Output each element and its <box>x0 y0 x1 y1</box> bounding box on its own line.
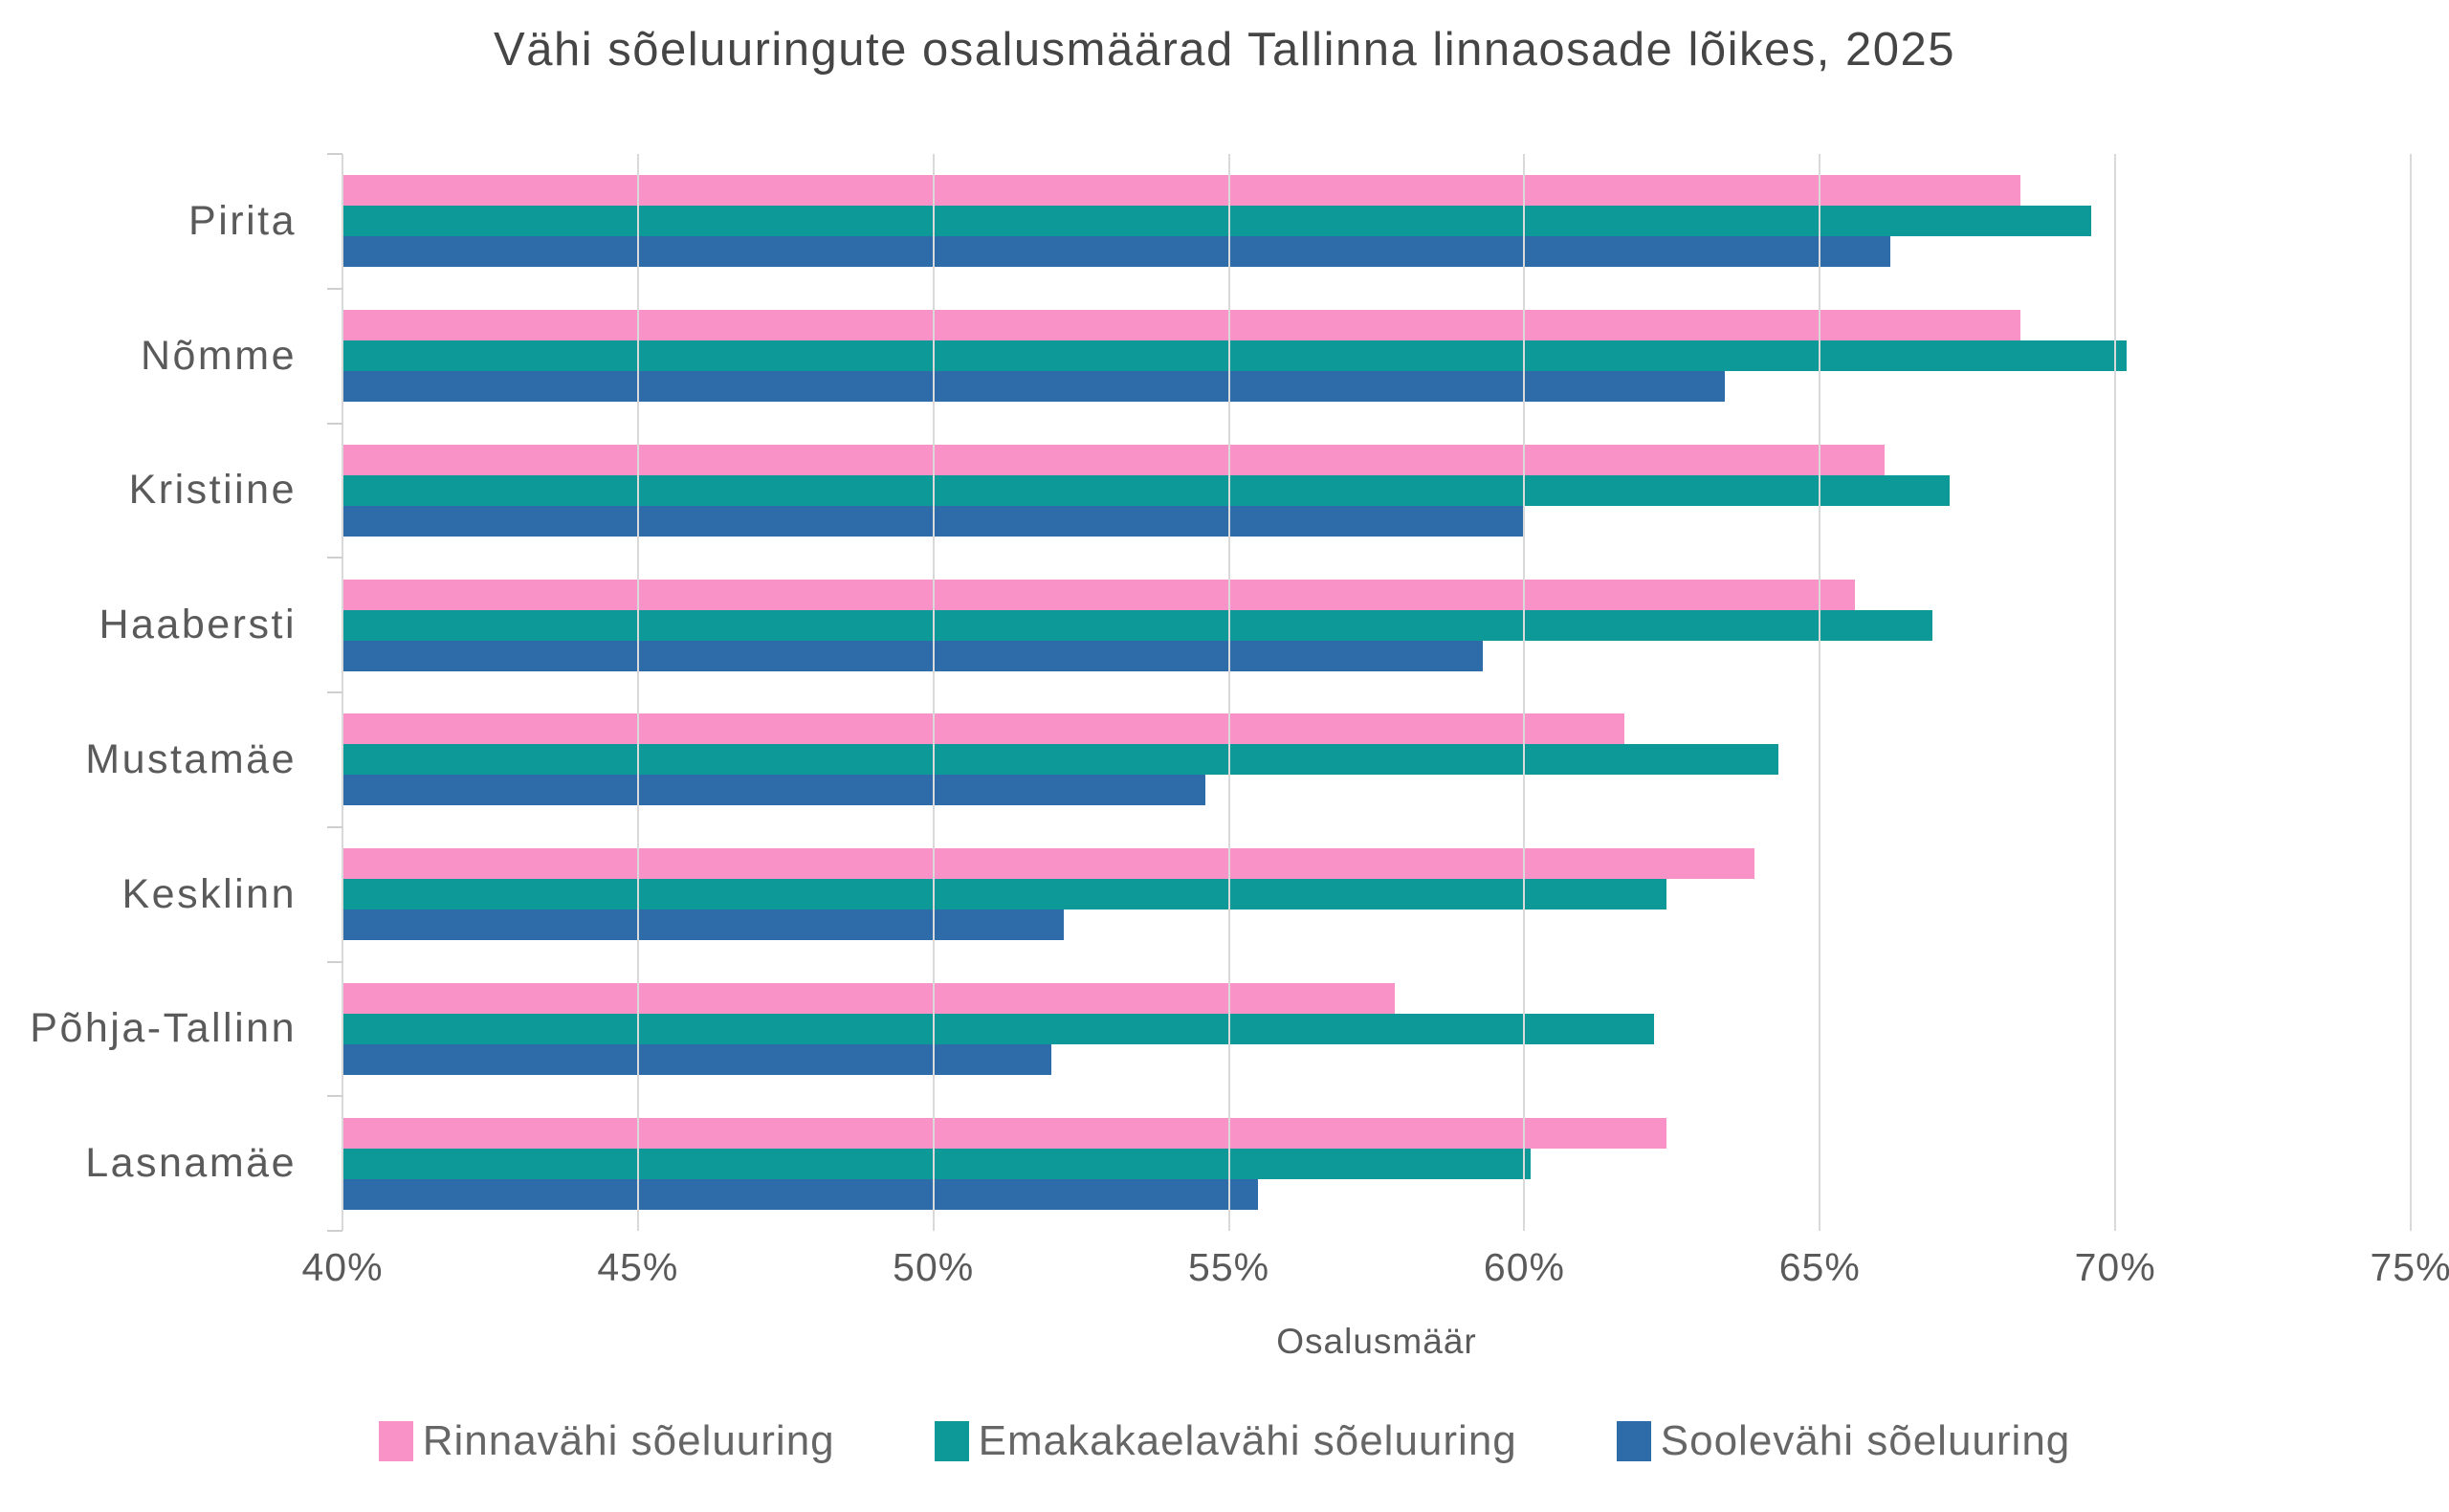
chart-title: Vähi sõeluuringute osalusmäärad Tallinna… <box>494 24 1955 76</box>
bar <box>342 1117 1666 1149</box>
bar <box>342 713 1625 745</box>
gridline <box>1523 154 1526 1231</box>
bar <box>342 1178 1259 1210</box>
bar <box>342 206 2092 237</box>
x-tick-label: 75% <box>2370 1245 2449 1289</box>
x-tick-label: 60% <box>1483 1245 1565 1289</box>
bar-group-kristiine <box>342 424 2411 559</box>
bar <box>342 1148 1531 1179</box>
bar <box>342 175 2021 207</box>
bar <box>342 474 1951 506</box>
bar <box>342 848 1755 880</box>
bar-group-haabersti <box>342 558 2411 692</box>
gridline <box>2114 154 2117 1231</box>
x-tick-label: 50% <box>893 1245 975 1289</box>
legend: Rinnavähi sõeluuring Emakakaelavähi sõelu… <box>0 1417 2449 1465</box>
legend-item: Emakakaelavähi sõeluuring <box>934 1417 1517 1465</box>
y-axis-labels: Pirita Nõmme Kristiine Haabersti Mustamäe Kes… <box>0 154 318 1231</box>
y-axis-label: Kristiine <box>128 467 297 514</box>
x-axis-ticks: 40% 45% 50% 55% 60% 65% 70% 75% <box>301 1245 2449 1299</box>
bar <box>342 236 1891 268</box>
bar-group-pirita <box>342 154 2411 289</box>
legend-item: Soolevähi sõeluuring <box>1616 1417 2071 1465</box>
y-axis-tick <box>327 557 342 559</box>
bar <box>342 444 1886 475</box>
bar <box>342 371 1726 403</box>
gridline <box>2410 154 2412 1231</box>
y-axis-label: Nõmme <box>140 332 297 379</box>
bar <box>342 579 1856 610</box>
bar <box>342 744 1779 776</box>
bar <box>342 310 2021 341</box>
y-axis-tick <box>327 153 342 155</box>
x-tick-label: 40% <box>301 1245 384 1289</box>
bar-group-mustam-e <box>342 692 2411 827</box>
gridline <box>1819 154 1821 1231</box>
legend-swatch-icon <box>1616 1421 1651 1461</box>
y-axis-tick <box>327 960 342 963</box>
bar-group-n-mme <box>342 289 2411 424</box>
x-tick-label: 45% <box>597 1245 679 1289</box>
y-axis-tick <box>327 287 342 290</box>
legend-label: Rinnavähi sõeluuring <box>422 1417 835 1464</box>
bar-rows <box>342 154 2411 1231</box>
legend-label: Soolevähi sõeluuring <box>1660 1417 2071 1464</box>
x-tick-label: 65% <box>1778 1245 1861 1289</box>
legend-swatch-icon <box>378 1421 413 1461</box>
bar <box>342 609 1932 641</box>
bar <box>342 909 1064 941</box>
x-axis-title: Osalusmäär <box>1276 1322 1477 1361</box>
y-axis-label: Haabersti <box>99 602 297 648</box>
bar-group-lasnam-e <box>342 1096 2411 1231</box>
plot-area <box>327 153 2412 1232</box>
legend-label: Emakakaelavähi sõeluuring <box>978 1417 1517 1464</box>
bar <box>342 1043 1052 1075</box>
y-axis-tick <box>327 1095 342 1098</box>
y-axis-tick <box>327 691 342 693</box>
bar <box>342 1013 1655 1044</box>
gridline <box>636 154 639 1231</box>
y-axis-tick <box>327 825 342 828</box>
y-axis-label: Põhja-Tallinn <box>30 1005 297 1052</box>
legend-item: Rinnavähi sõeluuring <box>378 1417 835 1465</box>
y-axis-tick <box>327 422 342 425</box>
y-axis-label: Mustamäe <box>85 735 297 782</box>
gridline <box>342 154 343 1231</box>
bar <box>342 982 1395 1014</box>
y-axis-tick <box>327 1230 342 1232</box>
y-axis-label: Pirita <box>188 197 297 244</box>
x-tick-label: 55% <box>1188 1245 1270 1289</box>
y-axis-label: Kesklinn <box>121 870 297 917</box>
gridline <box>1227 154 1230 1231</box>
bar <box>342 340 2128 372</box>
bar <box>342 640 1484 671</box>
y-axis-label: Lasnamäe <box>85 1140 297 1187</box>
bar-group-p-hja-tallinn <box>342 962 2411 1097</box>
x-tick-label: 70% <box>2074 1245 2156 1289</box>
bar <box>342 775 1205 806</box>
bar <box>342 879 1666 910</box>
bar-group-kesklinn <box>342 827 2411 962</box>
legend-swatch-icon <box>934 1421 969 1461</box>
gridline <box>932 154 935 1231</box>
